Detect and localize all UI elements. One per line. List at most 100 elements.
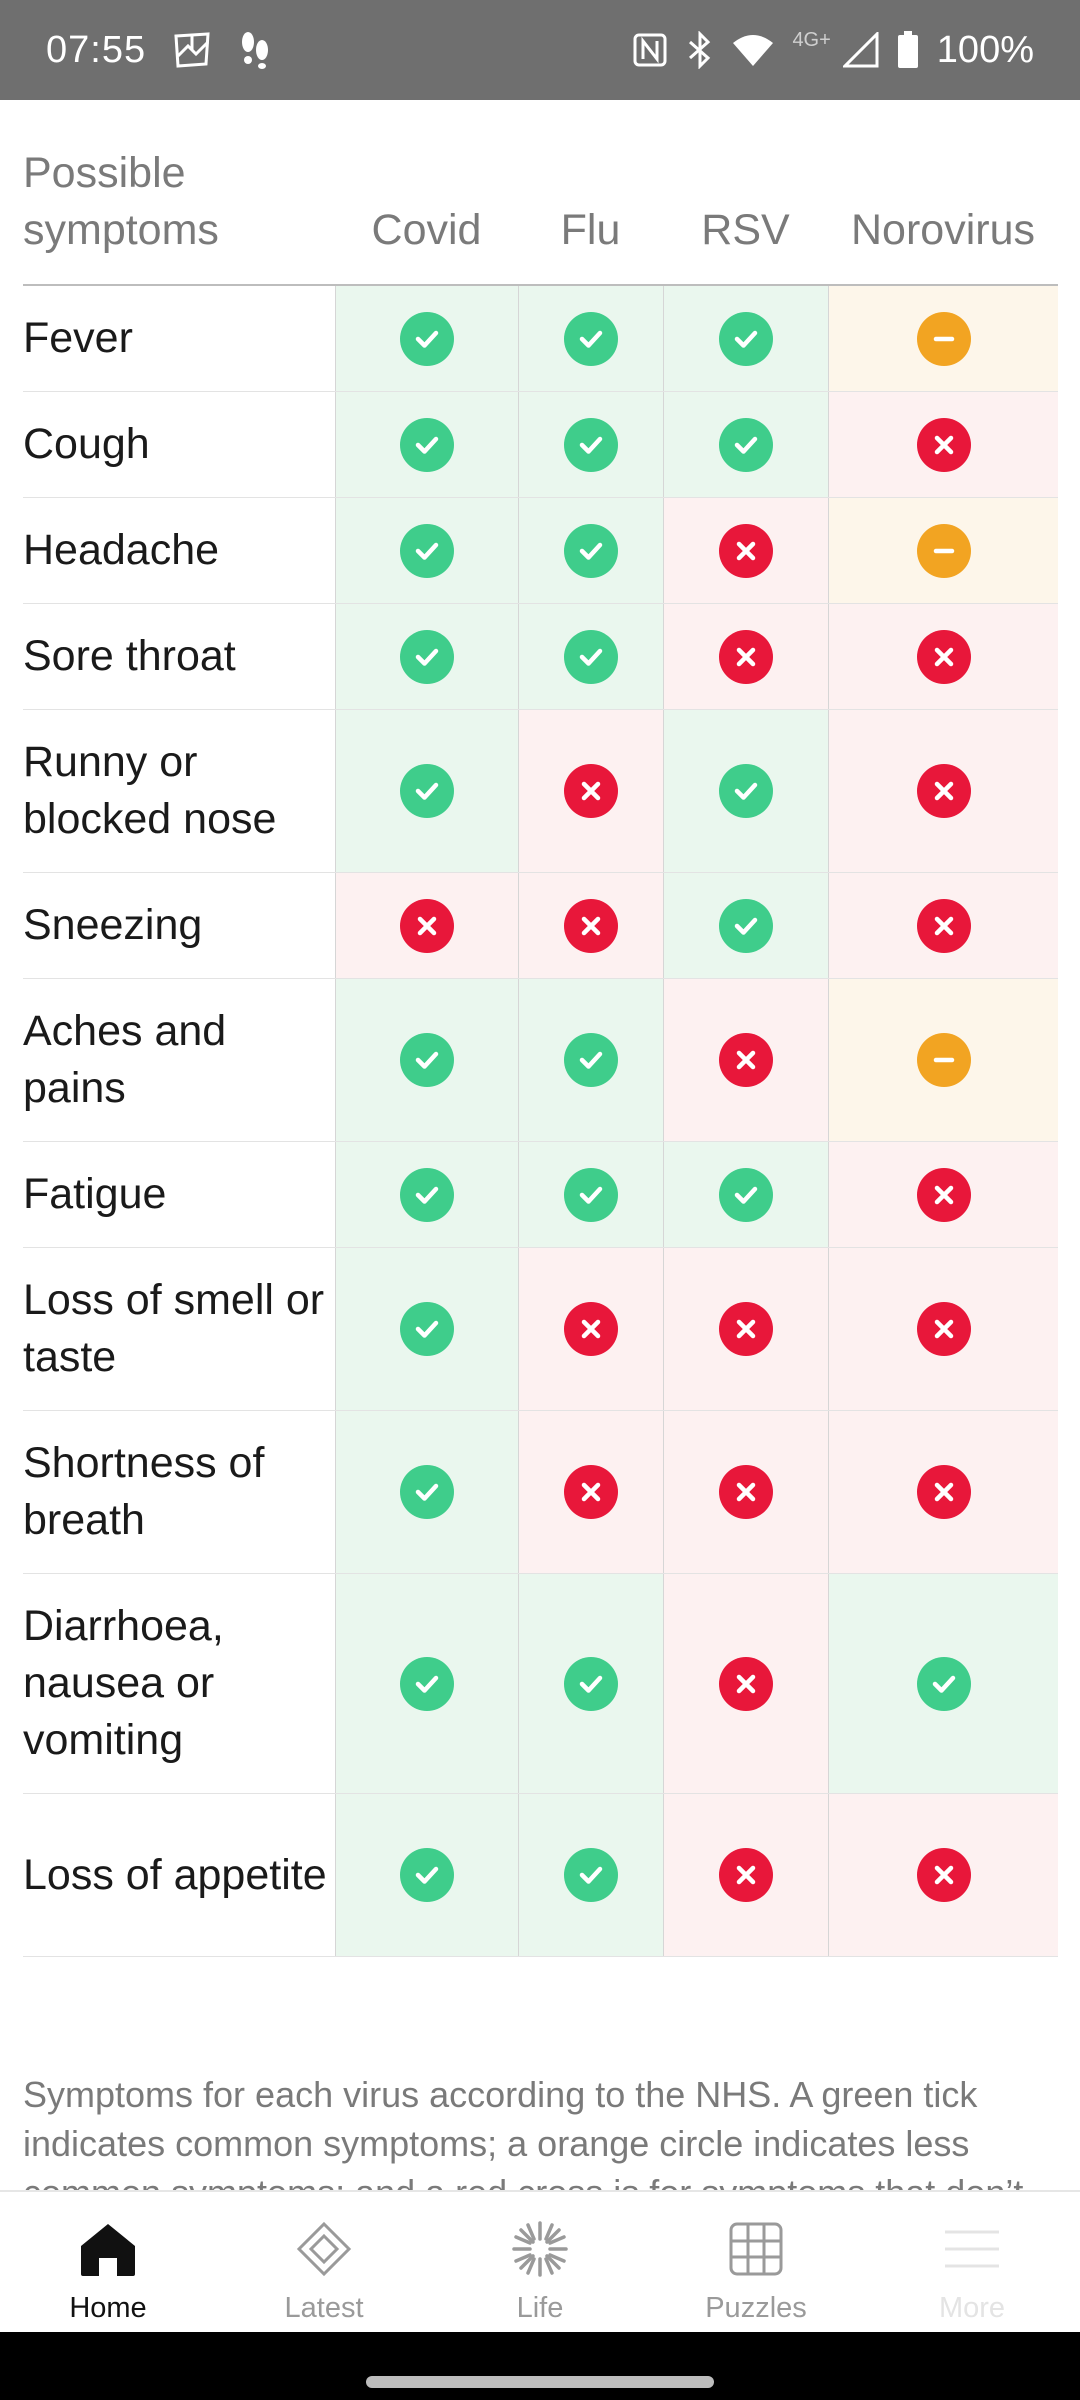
cross-icon	[564, 1302, 618, 1356]
status-cell-rsv	[663, 710, 828, 872]
status-cell-covid	[335, 1794, 518, 1956]
tick-icon	[400, 764, 454, 818]
minus-circle-icon	[916, 523, 971, 578]
symptom-label-text: Loss of smell or taste	[23, 1276, 325, 1381]
cross-icon	[916, 1302, 971, 1356]
table-row: Diarrhoea, nausea or vomiting	[23, 1574, 1058, 1794]
symptom-label: Sneezing	[23, 873, 335, 978]
tick-icon	[564, 417, 618, 472]
cross-icon	[719, 1656, 773, 1711]
status-cell-covid	[335, 710, 518, 872]
nav-puzzles-label: Puzzles	[705, 2292, 807, 2324]
status-cell-rsv	[663, 979, 828, 1141]
symptom-label: Diarrhoea, nausea or vomiting	[23, 1574, 335, 1793]
nav-home-label: Home	[69, 2292, 147, 2324]
cross-icon	[719, 629, 773, 684]
status-cell-covid	[335, 873, 518, 978]
symptom-label-text: Sore throat	[23, 632, 236, 680]
cross-icon	[916, 1465, 971, 1519]
network-type-label: 4G+	[792, 28, 831, 51]
status-cell-norovirus	[828, 873, 1058, 978]
status-cell-flu	[518, 1574, 663, 1793]
bottom-navigation: Home Latest Life	[0, 2190, 1080, 2332]
tick-icon	[400, 1167, 454, 1222]
status-cell-rsv	[663, 286, 828, 391]
symptom-label-text: Headache	[23, 526, 220, 574]
status-bar: 07:55 4G+ 100%	[0, 0, 1080, 100]
gesture-handle[interactable]	[366, 2376, 714, 2388]
tick-icon	[400, 523, 454, 578]
cross-icon	[719, 1848, 773, 1902]
status-cell-covid	[335, 286, 518, 391]
cross-icon	[719, 1302, 773, 1356]
header-flu: Flu	[560, 206, 621, 254]
status-cell-rsv	[663, 498, 828, 603]
status-cell-flu	[518, 1248, 663, 1410]
minus-circle-icon	[916, 311, 971, 366]
status-cell-norovirus	[828, 1794, 1058, 1956]
nav-more-label: More	[938, 2292, 1006, 2324]
tick-icon	[719, 764, 773, 818]
status-cell-rsv	[663, 1411, 828, 1573]
symptom-label-text: Cough	[23, 420, 150, 468]
menu-icon	[943, 2218, 1001, 2280]
symptom-label: Headache	[23, 498, 335, 603]
symptom-label-text: Sneezing	[23, 901, 203, 949]
header-rsv: RSV	[701, 206, 790, 254]
cross-icon	[564, 1465, 618, 1519]
status-cell-norovirus	[828, 1411, 1058, 1573]
nav-latest-label: Latest	[284, 2292, 364, 2324]
footsteps-icon	[238, 30, 274, 70]
nav-puzzles[interactable]: Puzzles	[648, 2192, 864, 2332]
tick-icon	[719, 898, 773, 953]
nav-more[interactable]: More	[864, 2192, 1080, 2332]
status-cell-norovirus	[828, 1142, 1058, 1247]
symptom-label: Runny or blocked nose	[23, 710, 335, 872]
cross-icon	[564, 898, 618, 953]
status-cell-covid	[335, 1248, 518, 1410]
status-bar-right: 4G+ 100%	[632, 29, 1034, 72]
symptom-label-text: Loss of appetite	[23, 1850, 327, 1899]
status-cell-norovirus	[828, 979, 1058, 1141]
cross-icon	[916, 1167, 971, 1222]
status-cell-rsv	[663, 1142, 828, 1247]
header-covid: Covid	[371, 206, 482, 254]
status-cell-covid	[335, 1411, 518, 1573]
table-row: Loss of appetite	[23, 1794, 1058, 1957]
cross-icon	[400, 898, 454, 953]
nav-latest[interactable]: Latest	[216, 2192, 432, 2332]
system-gesture-area	[0, 2332, 1080, 2400]
table-row: Sore throat	[23, 604, 1058, 710]
status-cell-rsv	[663, 873, 828, 978]
wifi-icon	[732, 33, 774, 67]
nav-home[interactable]: Home	[0, 2192, 216, 2332]
table-row: Sneezing	[23, 873, 1058, 979]
cross-icon	[719, 523, 773, 578]
status-cell-norovirus	[828, 1248, 1058, 1410]
home-icon	[77, 2218, 139, 2280]
status-cell-norovirus	[828, 392, 1058, 497]
status-cell-rsv	[663, 392, 828, 497]
status-cell-norovirus	[828, 604, 1058, 709]
table-row: Fever	[23, 286, 1058, 392]
status-cell-norovirus	[828, 1574, 1058, 1793]
symptom-label-text: Diarrhoea, nausea or vomiting	[23, 1602, 224, 1764]
tick-icon	[564, 311, 618, 366]
status-cell-flu	[518, 286, 663, 391]
symptom-label: Loss of appetite	[23, 1794, 335, 1956]
status-cell-norovirus	[828, 286, 1058, 391]
cross-icon	[916, 417, 971, 472]
status-cell-flu	[518, 1142, 663, 1247]
status-cell-flu	[518, 1794, 663, 1956]
status-cell-covid	[335, 1142, 518, 1247]
tick-icon	[400, 629, 454, 684]
nav-life[interactable]: Life	[432, 2192, 648, 2332]
header-possible-symptoms: Possible symptoms	[23, 149, 219, 254]
cross-icon	[916, 629, 971, 684]
status-cell-covid	[335, 979, 518, 1141]
status-cell-rsv	[663, 1574, 828, 1793]
header-divider	[23, 284, 1058, 286]
status-cell-flu	[518, 392, 663, 497]
symptom-label: Sore throat	[23, 604, 335, 709]
tick-icon	[400, 417, 454, 472]
